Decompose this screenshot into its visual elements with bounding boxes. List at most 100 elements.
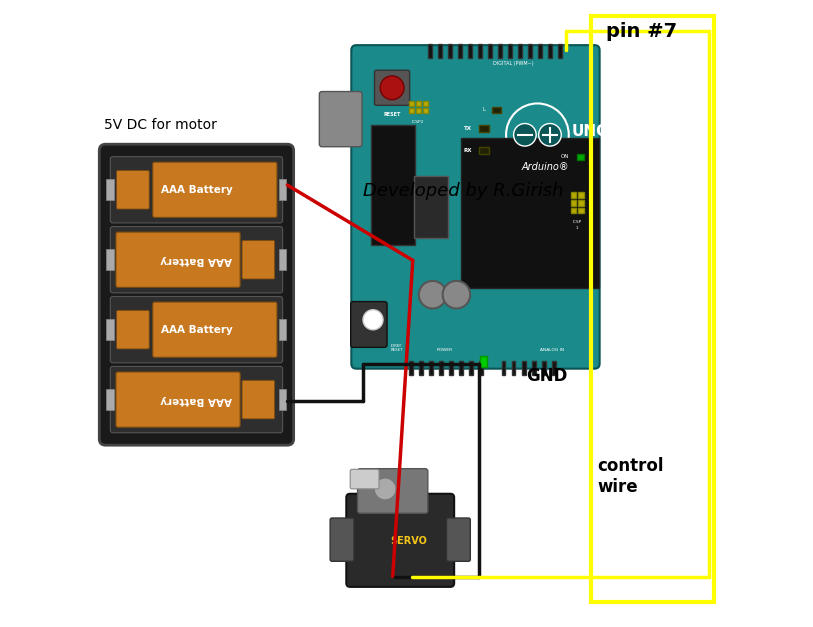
FancyBboxPatch shape: [446, 518, 471, 561]
Bar: [479, 361, 483, 375]
Text: DIGITAL (PWM~): DIGITAL (PWM~): [493, 61, 534, 66]
FancyBboxPatch shape: [111, 226, 283, 293]
Bar: [479, 125, 489, 132]
Bar: [518, 45, 522, 58]
Text: ANALOG IN: ANALOG IN: [540, 348, 563, 352]
Text: RX: RX: [463, 148, 472, 153]
Bar: [423, 101, 428, 106]
Text: 5V DC for motor: 5V DC for motor: [103, 118, 216, 132]
Circle shape: [380, 76, 404, 100]
Bar: [428, 45, 432, 58]
Bar: [409, 101, 414, 106]
Bar: [279, 249, 286, 270]
FancyBboxPatch shape: [116, 310, 150, 349]
Bar: [419, 361, 423, 375]
Bar: [458, 45, 462, 58]
FancyBboxPatch shape: [116, 171, 150, 209]
FancyBboxPatch shape: [242, 381, 275, 419]
Text: 1: 1: [576, 226, 578, 230]
FancyBboxPatch shape: [153, 302, 277, 357]
Bar: [577, 154, 585, 160]
Bar: [279, 179, 286, 200]
Text: AAA Battery: AAA Battery: [161, 394, 233, 404]
Circle shape: [442, 281, 470, 308]
Bar: [438, 45, 441, 58]
Bar: [107, 249, 114, 270]
Bar: [571, 200, 576, 206]
Bar: [415, 101, 420, 106]
Text: AAA Battery: AAA Battery: [161, 325, 233, 335]
Text: AAA Battery: AAA Battery: [161, 255, 233, 265]
FancyBboxPatch shape: [111, 157, 283, 223]
Text: ON: ON: [561, 154, 570, 159]
Text: TX: TX: [463, 126, 472, 131]
Text: Developed by R.Girish: Developed by R.Girish: [363, 182, 563, 200]
FancyBboxPatch shape: [242, 240, 275, 279]
Text: RESET: RESET: [384, 112, 401, 117]
Text: UNO: UNO: [572, 124, 610, 139]
Bar: [532, 361, 536, 375]
FancyBboxPatch shape: [350, 469, 379, 489]
Circle shape: [363, 310, 383, 330]
Bar: [578, 200, 584, 206]
Bar: [409, 108, 414, 113]
Text: control
wire: control wire: [598, 457, 664, 496]
FancyBboxPatch shape: [358, 469, 428, 513]
Bar: [461, 138, 599, 288]
Bar: [439, 361, 442, 375]
Bar: [459, 361, 463, 375]
Bar: [528, 45, 532, 58]
Bar: [449, 361, 453, 375]
Text: ICSP: ICSP: [572, 219, 581, 224]
Text: L: L: [483, 107, 485, 112]
Bar: [498, 45, 502, 58]
Text: AAA Battery: AAA Battery: [161, 185, 233, 195]
Bar: [522, 361, 525, 375]
FancyBboxPatch shape: [116, 232, 240, 287]
Circle shape: [374, 478, 396, 500]
Bar: [578, 192, 584, 198]
FancyBboxPatch shape: [111, 297, 283, 363]
Bar: [107, 389, 114, 410]
Bar: [409, 361, 412, 375]
Circle shape: [539, 124, 561, 146]
Circle shape: [506, 103, 569, 166]
Bar: [488, 45, 492, 58]
Text: pin #7: pin #7: [606, 22, 677, 41]
Bar: [468, 45, 472, 58]
Bar: [415, 108, 420, 113]
Text: GND: GND: [526, 367, 567, 385]
Circle shape: [514, 124, 536, 146]
Bar: [107, 319, 114, 340]
Bar: [279, 319, 286, 340]
FancyBboxPatch shape: [320, 92, 362, 147]
Bar: [511, 361, 515, 375]
Bar: [552, 361, 555, 375]
Bar: [371, 125, 415, 245]
Bar: [428, 361, 433, 375]
Bar: [469, 361, 472, 375]
FancyBboxPatch shape: [375, 70, 410, 105]
Bar: [448, 45, 452, 58]
FancyBboxPatch shape: [346, 494, 454, 587]
Text: POWER: POWER: [437, 348, 453, 352]
Text: Arduino®: Arduino®: [522, 162, 569, 172]
FancyBboxPatch shape: [116, 372, 240, 427]
Bar: [479, 147, 489, 154]
FancyBboxPatch shape: [351, 45, 600, 369]
Bar: [541, 361, 546, 375]
Bar: [480, 356, 486, 367]
FancyBboxPatch shape: [330, 518, 354, 561]
Bar: [279, 389, 286, 410]
Bar: [508, 45, 512, 58]
Circle shape: [419, 281, 446, 308]
FancyBboxPatch shape: [350, 302, 387, 347]
Bar: [478, 45, 482, 58]
Bar: [548, 45, 552, 58]
Text: SERVO: SERVO: [389, 536, 427, 546]
Text: ICSP2: ICSP2: [412, 120, 424, 124]
Bar: [107, 179, 114, 200]
FancyBboxPatch shape: [99, 144, 293, 445]
Text: IOREF
RESET: IOREF RESET: [390, 344, 403, 352]
Bar: [538, 45, 542, 58]
